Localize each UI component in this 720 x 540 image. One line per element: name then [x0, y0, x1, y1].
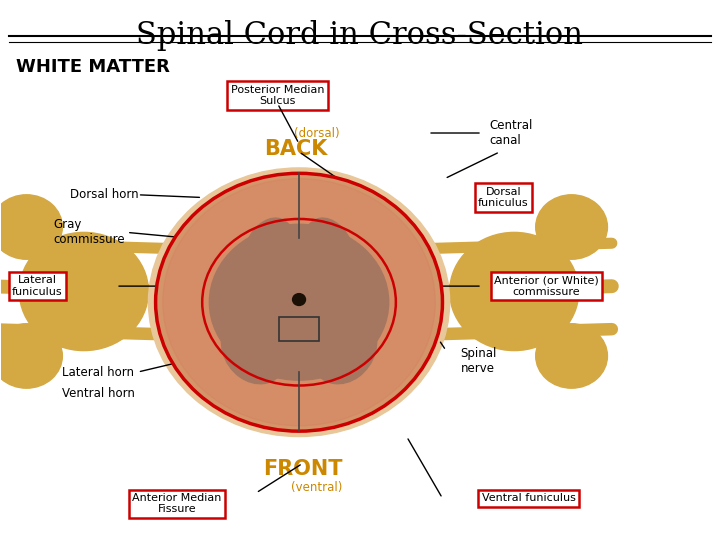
Ellipse shape [19, 232, 148, 350]
FancyArrowPatch shape [431, 243, 612, 248]
Text: Anterior (or White)
commissure: Anterior (or White) commissure [494, 275, 599, 297]
Ellipse shape [163, 179, 436, 426]
Text: (dorsal): (dorsal) [294, 126, 340, 139]
FancyArrowPatch shape [0, 286, 167, 292]
Text: Dorsal
funiculus: Dorsal funiculus [478, 187, 528, 208]
Text: (ventral): (ventral) [292, 481, 343, 494]
FancyArrowPatch shape [0, 243, 167, 248]
Text: Spinal
nerve: Spinal nerve [460, 347, 497, 375]
FancyArrowPatch shape [431, 286, 612, 292]
FancyArrowPatch shape [0, 329, 167, 334]
Text: WHITE MATTER: WHITE MATTER [16, 58, 170, 76]
FancyArrowPatch shape [431, 329, 612, 334]
Text: Gray
commissure: Gray commissure [53, 218, 125, 246]
Ellipse shape [292, 294, 305, 306]
Text: Anterior Median
Fissure: Anterior Median Fissure [132, 493, 222, 515]
Ellipse shape [156, 173, 443, 431]
Bar [279, 318, 319, 341]
Ellipse shape [450, 232, 579, 350]
Text: Ventral horn: Ventral horn [63, 387, 135, 400]
Text: Central
canal: Central canal [489, 119, 533, 147]
Ellipse shape [310, 312, 377, 384]
Text: BACK: BACK [264, 139, 327, 159]
Text: Dorsal horn: Dorsal horn [70, 188, 138, 201]
Text: Lateral horn: Lateral horn [63, 366, 135, 379]
Text: Posterior Median
Sulcus: Posterior Median Sulcus [231, 85, 324, 106]
Ellipse shape [536, 323, 608, 388]
Ellipse shape [148, 168, 450, 436]
Text: Lateral
funiculus: Lateral funiculus [12, 275, 63, 297]
Ellipse shape [210, 224, 389, 380]
Text: Spinal Cord in Cross-Section: Spinal Cord in Cross-Section [137, 20, 583, 51]
Ellipse shape [0, 195, 63, 259]
Ellipse shape [243, 218, 294, 284]
Ellipse shape [0, 323, 63, 388]
Ellipse shape [222, 312, 288, 384]
Text: Ventral funiculus: Ventral funiculus [482, 494, 575, 503]
Ellipse shape [304, 218, 355, 284]
Text: FRONT: FRONT [263, 459, 343, 479]
Ellipse shape [536, 195, 608, 259]
